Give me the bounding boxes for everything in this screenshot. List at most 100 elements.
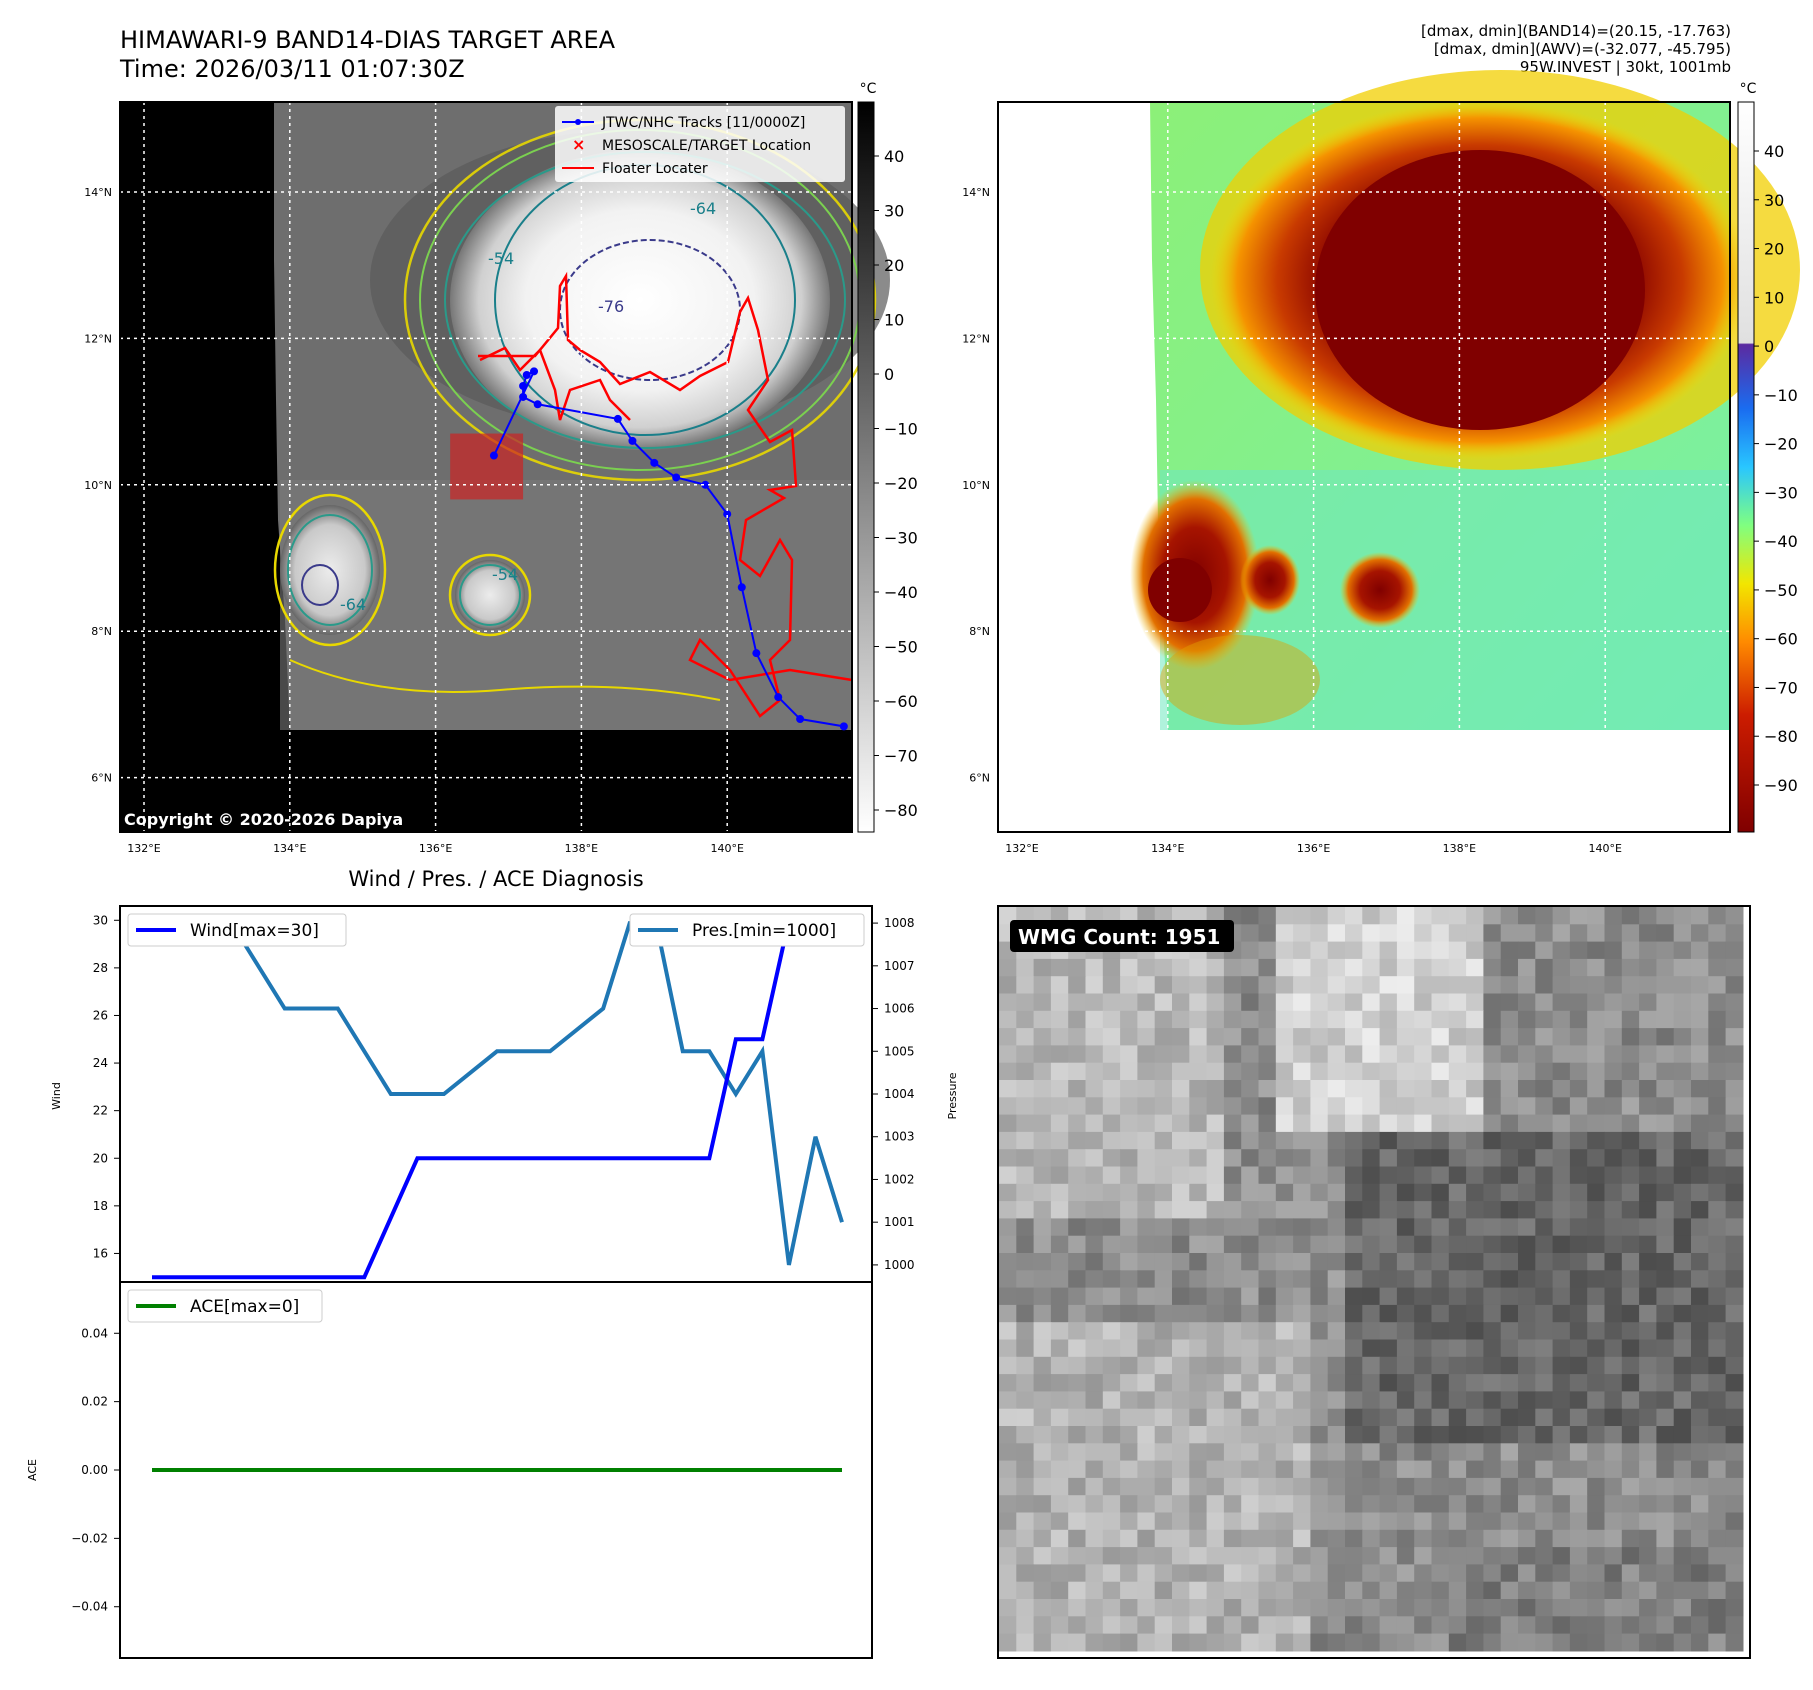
colorbar-tick-label: 10 [884, 311, 904, 330]
colorbar-tick-label: −60 [884, 692, 918, 711]
copyright-label: Copyright © 2020-2026 Dapiya [124, 810, 404, 829]
lon-tick-label: 140°E [710, 842, 743, 855]
lat-tick-label: 12°N [962, 332, 990, 345]
colorbar-tick-label: −80 [1764, 727, 1798, 746]
colorbar-tick-label: −30 [1764, 483, 1798, 502]
track-point [672, 473, 681, 482]
wind-tick-label: 30 [93, 913, 108, 927]
storm-info: [dmax, dmin](BAND14)=(20.15, -17.763) [d… [1421, 22, 1731, 76]
lat-tick-label: 14°N [962, 186, 990, 199]
colorbar-tick-label: 0 [884, 365, 894, 384]
wind-tick-label: 22 [93, 1104, 108, 1118]
colorbar-tick-label: −30 [884, 529, 918, 548]
legend-track: JTWC/NHC Tracks [11/0000Z] [601, 115, 805, 131]
wind-pressure-plot-frame [119, 905, 873, 1283]
ace-legend-label: ACE[max=0] [190, 1297, 299, 1317]
chart-title: HIMAWARI-9 BAND14-DIAS TARGET AREA Time:… [120, 26, 615, 84]
lat-tick-label: 6°N [969, 772, 990, 785]
pressure-legend-label: Pres.[min=1000] [692, 921, 836, 941]
target-location-box [450, 433, 524, 500]
pressure-axis-label: Pressure [946, 1072, 959, 1119]
awv-map-frame [997, 101, 1731, 833]
legend-target: MESOSCALE/TARGET Location [602, 138, 811, 154]
colorbar-tick-label: −20 [1764, 435, 1798, 454]
colorbar-tick-label: 40 [884, 147, 904, 166]
jtwc-track-points [489, 367, 848, 731]
wind-legend: Wind[max=30] [127, 913, 347, 947]
lat-tick-label: 10°N [962, 479, 990, 492]
wmg-pixel-grid [999, 907, 1744, 1652]
title-line-2: Time: 2026/03/11 01:07:30Z [120, 55, 465, 83]
pressure-series-line [152, 921, 844, 1266]
wind-tick-label: 16 [93, 1246, 108, 1260]
colorbar-tick-label: −60 [1764, 630, 1798, 649]
wind-tick-label: 18 [93, 1199, 108, 1213]
info-line-3: 95W.INVEST | 30kt, 1001mb [1519, 58, 1731, 76]
ir-map-panel: -54 -64 -64 -54 -76 JTWC/NHC Tracks [11/… [84, 70, 1800, 855]
wind-tick-label: 26 [93, 1008, 108, 1022]
track-point [613, 414, 622, 423]
ace-tick-label: 0.04 [81, 1326, 108, 1340]
track-point [519, 381, 528, 390]
track-point [839, 722, 848, 731]
contour-label: -76 [598, 297, 624, 316]
diagnosis-title: Wind / Pres. / ACE Diagnosis [348, 867, 643, 891]
contour-label: -64 [340, 595, 366, 614]
floater-locater-line [479, 346, 631, 421]
diagnosis-panel: Wind / Pres. / ACE Diagnosis 30 28 26 24 22 2… [26, 867, 1751, 1659]
lon-tick-label: 134°E [273, 842, 306, 855]
pressure-tick-label: 1005 [884, 1044, 915, 1058]
colorbar-tick-label: −80 [884, 801, 918, 820]
ace-tick-label: −0.02 [71, 1531, 108, 1545]
colorbar-tick-label: 30 [884, 202, 904, 221]
lon-tick-label: 132°E [127, 842, 160, 855]
colorbar-tick-label: −70 [1764, 678, 1798, 697]
lon-tick-label: 138°E [565, 842, 598, 855]
lat-tick-label: 8°N [91, 625, 112, 638]
colorbar-tick-label: −50 [884, 638, 918, 657]
ir-imagery [274, 102, 890, 730]
track-point [533, 400, 542, 409]
wind-axis-ticks: 30 28 26 24 22 20 18 16 [93, 913, 120, 1260]
lon-tick-label: 138°E [1443, 842, 1476, 855]
pressure-tick-label: 1000 [884, 1258, 915, 1272]
pressure-tick-label: 1007 [884, 959, 915, 973]
wind-legend-label: Wind[max=30] [190, 921, 319, 941]
wind-tick-label: 24 [93, 1056, 108, 1070]
pressure-legend: Pres.[min=1000] [629, 913, 865, 947]
track-point [774, 693, 783, 702]
colorbar-tick-label: −90 [1764, 776, 1798, 795]
colorbar-tick-label: −40 [1764, 532, 1798, 551]
awv-colorbar-ticks: 40 30 20 10 0 −10 −20 −30 −40 −50 −60 −70 −80 −90 [1754, 142, 1798, 795]
lon-tick-label: 132°E [1005, 842, 1038, 855]
contour-label: -64 [690, 199, 716, 218]
track-point [628, 436, 637, 445]
legend-floater: Floater Locater [602, 161, 708, 177]
map-gridlines [120, 102, 852, 832]
colorbar-tick-label: −10 [884, 420, 918, 439]
awv-imagery [1130, 70, 1800, 730]
colorbar-tick-label: 40 [1764, 142, 1784, 161]
track-point [489, 451, 498, 460]
lat-tick-label: 10°N [84, 479, 112, 492]
pressure-tick-label: 1003 [884, 1130, 915, 1144]
colorbar-tick-label: 20 [884, 256, 904, 275]
ace-tick-label: 0.02 [81, 1395, 108, 1409]
pressure-tick-label: 1008 [884, 916, 915, 930]
wmg-count-label: WMG Count: 1951 [1018, 925, 1220, 949]
track-point [650, 458, 659, 467]
colorbar-tick-label: −10 [1764, 386, 1798, 405]
track-point [519, 392, 528, 401]
track-point [723, 510, 732, 519]
info-line-2: [dmax, dmin](AWV)=(-32.077, -45.795) [1433, 40, 1731, 58]
ir-map-frame [119, 101, 853, 833]
colorbar-tick-label: 20 [1764, 240, 1784, 259]
contour-labels: -54 -64 -64 -54 -76 [340, 199, 716, 614]
colorbar-tick-label: −50 [1764, 581, 1798, 600]
wmg-count-badge [1010, 920, 1234, 952]
lon-tick-label: 136°E [1297, 842, 1330, 855]
wind-tick-label: 28 [93, 961, 108, 975]
lat-tick-label: 12°N [84, 332, 112, 345]
wind-axis-label: Wind [50, 1082, 63, 1110]
colorbar-tick-label: 10 [1764, 288, 1784, 307]
